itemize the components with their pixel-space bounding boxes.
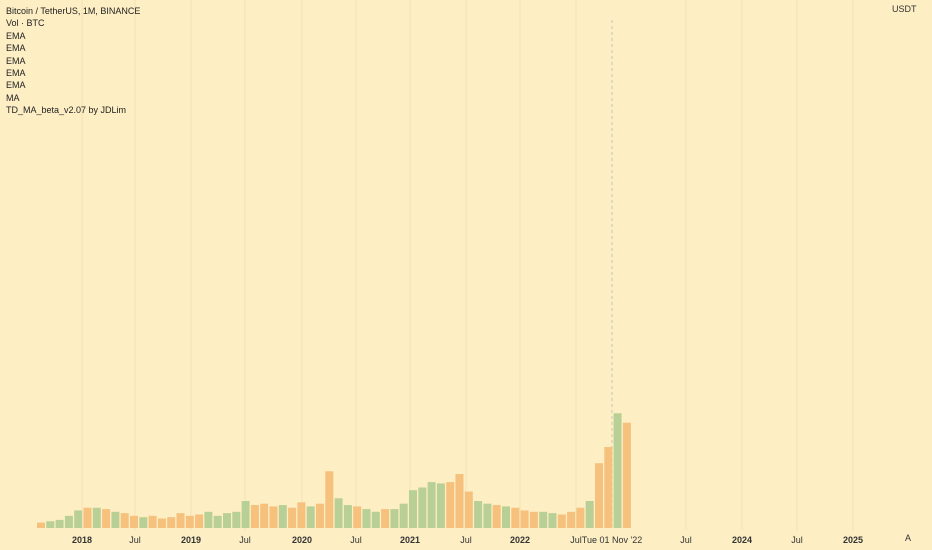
legend-td-indicator[interactable]: TD_MA_beta_v2.07 by JDLim bbox=[6, 105, 127, 116]
time-tick-label: Jul bbox=[460, 535, 472, 545]
volume-bar bbox=[102, 509, 111, 528]
time-tick-label: Jul bbox=[791, 535, 803, 545]
price-axis[interactable]: 80000.0064000.0052000.0042000.0034000.00… bbox=[892, 0, 930, 543]
volume-bar bbox=[64, 515, 73, 528]
time-tick-label: Jul bbox=[350, 535, 362, 545]
volume-bar bbox=[176, 513, 185, 528]
legend-ema-3[interactable]: EMA bbox=[6, 55, 26, 66]
volume-bar bbox=[195, 514, 204, 528]
time-tick-label: 2018 bbox=[72, 535, 92, 545]
volume-bar bbox=[409, 490, 417, 528]
legend-ma[interactable]: MA bbox=[6, 92, 20, 103]
volume-bar bbox=[595, 463, 603, 528]
volume-bar bbox=[316, 503, 324, 528]
time-tick-label: 2025 bbox=[843, 535, 863, 545]
volume-bar bbox=[83, 507, 92, 528]
volume-bar bbox=[157, 518, 166, 528]
volume-bar bbox=[223, 513, 231, 528]
volume-bar bbox=[511, 507, 520, 528]
time-tick-label: 2024 bbox=[732, 535, 752, 545]
time-axis[interactable]: 2018 Jul 2019 Jul 2020 Jul 2021 Jul 2022 Jul Jul 20… bbox=[72, 533, 863, 546]
volume-bar bbox=[436, 483, 445, 528]
volume-bar bbox=[343, 505, 352, 528]
volume-bar bbox=[399, 503, 408, 528]
volume-bar bbox=[111, 511, 120, 528]
volume-bar bbox=[167, 517, 176, 528]
crosshair-date-bg bbox=[586, 533, 640, 546]
volume-bar bbox=[260, 503, 269, 528]
grid-lines bbox=[81, 0, 854, 530]
volume-bar bbox=[74, 510, 83, 528]
volume-bar bbox=[139, 517, 148, 528]
volume-bar bbox=[37, 522, 45, 528]
volume-bar bbox=[288, 507, 297, 528]
volume-bar bbox=[529, 511, 538, 528]
volume-bar bbox=[520, 510, 529, 528]
volume-bar bbox=[46, 521, 55, 528]
volume-bar bbox=[502, 506, 510, 528]
legend-ema-4[interactable]: EMA bbox=[6, 68, 26, 79]
volume-bar bbox=[185, 515, 194, 528]
volume-bar bbox=[464, 491, 473, 528]
volume-bar bbox=[92, 507, 101, 528]
legend-volume[interactable]: Vol · BTC bbox=[6, 18, 45, 29]
volume-bar bbox=[232, 511, 241, 528]
volume-bar bbox=[585, 501, 594, 528]
time-tick-label: 2020 bbox=[292, 535, 312, 545]
time-tick-label: Jul bbox=[570, 535, 582, 545]
volume-bar bbox=[390, 509, 399, 528]
volume-bar bbox=[325, 471, 334, 528]
time-tick-label: 2019 bbox=[181, 535, 201, 545]
volume-bar bbox=[353, 506, 362, 528]
auto-scale-label: A bbox=[905, 533, 911, 543]
legend-ema-5[interactable]: EMA bbox=[6, 80, 26, 91]
volume-bar bbox=[548, 513, 557, 528]
volume-bar bbox=[474, 501, 483, 528]
volume-bar bbox=[455, 474, 464, 528]
volume-bar bbox=[130, 515, 138, 528]
volume-bar bbox=[604, 447, 613, 528]
volume-bar bbox=[148, 515, 157, 528]
volume-bar bbox=[613, 413, 622, 528]
volume-bar bbox=[120, 513, 129, 528]
volume-bar bbox=[241, 501, 250, 528]
volume-bar bbox=[278, 505, 287, 528]
volume-bar bbox=[483, 503, 492, 528]
volume-bar bbox=[306, 506, 315, 528]
volume-bar bbox=[446, 482, 455, 528]
volume-bar bbox=[213, 515, 222, 528]
volume-bar bbox=[371, 511, 380, 528]
chart-legend: Bitcoin / TetherUS, 1M, BINANCE Vol · BT… bbox=[6, 5, 140, 117]
time-tick-label: 2021 bbox=[400, 535, 420, 545]
currency-label: USDT bbox=[892, 4, 917, 14]
volume-bar bbox=[381, 509, 390, 528]
volume-bar bbox=[557, 514, 566, 528]
volume-bar bbox=[539, 511, 548, 528]
time-tick-label: 2022 bbox=[510, 535, 530, 545]
volume-bar bbox=[418, 487, 427, 528]
legend-ema-1[interactable]: EMA bbox=[6, 30, 26, 41]
crosshair-date-label: Tue 01 Nov '22 bbox=[582, 535, 642, 545]
volume-bar bbox=[622, 422, 631, 528]
volume-bar bbox=[567, 511, 576, 528]
volume-bar bbox=[269, 506, 278, 528]
volume-bar bbox=[250, 505, 259, 528]
volume-bar bbox=[362, 509, 371, 528]
volume-bar bbox=[55, 519, 64, 528]
volume-bar bbox=[492, 505, 501, 528]
legend-title[interactable]: Bitcoin / TetherUS, 1M, BINANCE bbox=[6, 6, 141, 16]
volume-bar bbox=[576, 507, 585, 528]
time-tick-label: Jul bbox=[680, 535, 692, 545]
volume-bar bbox=[427, 482, 436, 528]
legend-ema-2[interactable]: EMA bbox=[6, 43, 26, 54]
time-tick-label: Jul bbox=[239, 535, 251, 545]
volume-bar bbox=[204, 511, 213, 528]
volume-bar bbox=[297, 502, 306, 528]
volume-bar bbox=[334, 498, 343, 528]
volume-bars bbox=[37, 413, 631, 528]
time-tick-label: Jul bbox=[129, 535, 141, 545]
